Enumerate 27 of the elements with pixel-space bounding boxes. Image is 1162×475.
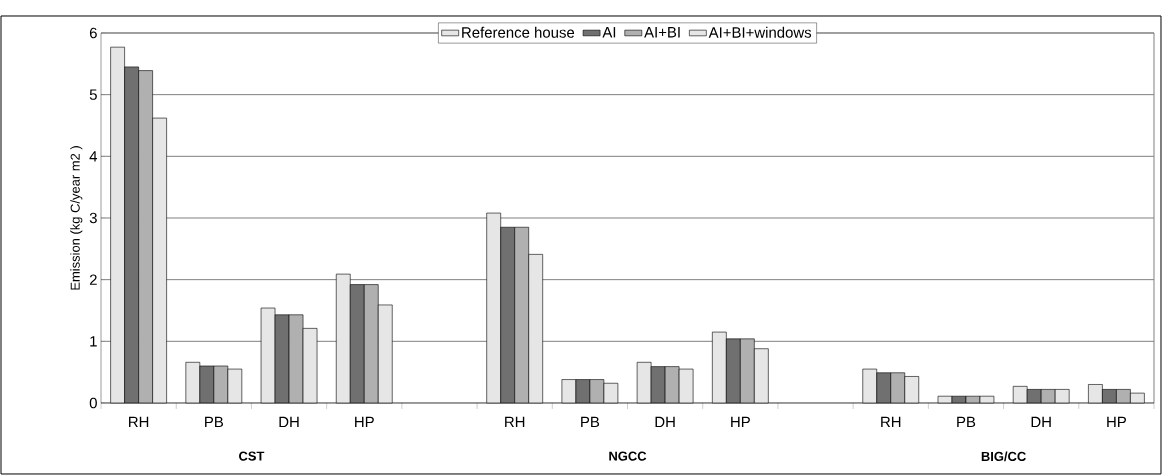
- y-tick-label: 0: [89, 397, 97, 409]
- legend-label: AI+BI+windows: [708, 26, 812, 38]
- x-tick-label: DH: [1031, 416, 1051, 428]
- x-tick-label: PB: [205, 416, 223, 428]
- y-tick-label: 4: [89, 151, 98, 162]
- legend-label: AI: [602, 27, 616, 38]
- y-tick-label: 2: [89, 274, 97, 285]
- x-tick-label: RH: [881, 416, 901, 428]
- x-tick-label: RH: [505, 416, 525, 428]
- x-tick-label: HP: [355, 416, 374, 428]
- y-tick-label: 3: [89, 212, 97, 224]
- x-tick-label: HP: [1107, 416, 1126, 428]
- y-tick-label: 6: [89, 27, 97, 39]
- x-tick-label: PB: [957, 416, 976, 428]
- legend-label: Reference house: [462, 26, 575, 38]
- y-axis-title: Emission (kg C/year m2 ): [70, 146, 83, 290]
- x-tick-label: RH: [129, 416, 149, 428]
- x-tick-label: PB: [581, 416, 600, 428]
- legend-label: AI+BI: [644, 27, 680, 38]
- x-tick-label: DH: [279, 416, 299, 428]
- text: BIG/CC: [981, 451, 1026, 462]
- text: NGCC: [609, 451, 647, 461]
- x-tick-label: HP: [731, 416, 750, 428]
- x-tick-label: DH: [655, 416, 675, 428]
- text: CST: [239, 451, 265, 461]
- y-tick-label: 1: [90, 336, 97, 347]
- y-tick-label: 5: [89, 89, 97, 100]
